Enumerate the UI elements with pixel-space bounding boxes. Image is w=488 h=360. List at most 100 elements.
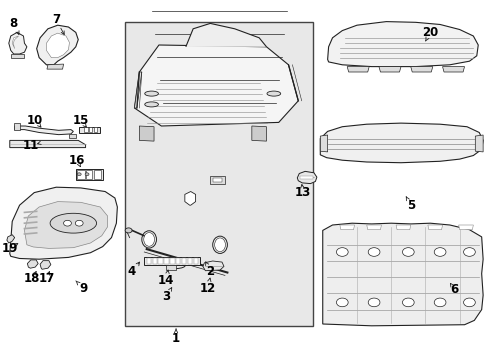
Polygon shape: [134, 72, 142, 108]
Polygon shape: [166, 265, 176, 270]
Polygon shape: [12, 36, 19, 49]
Bar: [212, 178, 222, 182]
Circle shape: [75, 220, 83, 226]
Text: 8: 8: [10, 17, 18, 30]
Ellipse shape: [142, 231, 156, 248]
Polygon shape: [299, 176, 312, 179]
Polygon shape: [395, 225, 410, 230]
Ellipse shape: [144, 102, 158, 107]
Polygon shape: [14, 123, 20, 130]
Ellipse shape: [266, 91, 280, 96]
Bar: [152, 258, 157, 264]
Polygon shape: [37, 25, 78, 65]
Bar: [210, 176, 224, 184]
Polygon shape: [9, 32, 27, 54]
Text: 17: 17: [38, 273, 55, 285]
Text: 13: 13: [294, 186, 311, 199]
Ellipse shape: [143, 233, 154, 246]
Circle shape: [336, 298, 347, 307]
Circle shape: [77, 173, 81, 176]
Polygon shape: [474, 135, 482, 152]
Polygon shape: [11, 54, 24, 58]
Circle shape: [367, 248, 379, 256]
Bar: [94, 170, 101, 179]
Circle shape: [125, 228, 132, 233]
Circle shape: [433, 298, 445, 307]
Polygon shape: [322, 223, 482, 326]
Text: 3: 3: [162, 291, 170, 303]
Polygon shape: [427, 225, 442, 230]
Text: 12: 12: [199, 282, 216, 294]
Polygon shape: [10, 187, 117, 259]
Text: 9: 9: [79, 282, 87, 294]
Polygon shape: [10, 140, 85, 148]
Bar: [89, 127, 92, 132]
Circle shape: [463, 248, 474, 256]
Ellipse shape: [166, 261, 185, 269]
Polygon shape: [346, 67, 368, 72]
Polygon shape: [327, 22, 477, 67]
Circle shape: [463, 298, 474, 307]
Polygon shape: [410, 67, 432, 72]
Ellipse shape: [50, 213, 96, 233]
Polygon shape: [27, 260, 38, 268]
Text: 5: 5: [406, 199, 414, 212]
Bar: [176, 258, 180, 264]
Polygon shape: [251, 126, 266, 141]
Bar: [170, 258, 174, 264]
Circle shape: [402, 248, 413, 256]
Text: 19: 19: [1, 242, 18, 255]
Polygon shape: [40, 261, 51, 269]
Bar: [76, 169, 102, 180]
Polygon shape: [378, 67, 400, 72]
Bar: [86, 170, 92, 179]
Text: 14: 14: [158, 274, 174, 287]
Polygon shape: [69, 134, 76, 138]
Polygon shape: [7, 235, 15, 243]
Polygon shape: [185, 23, 266, 47]
Text: 7: 7: [52, 13, 60, 26]
Bar: [164, 258, 168, 264]
Polygon shape: [46, 33, 69, 58]
Polygon shape: [15, 126, 73, 135]
Ellipse shape: [214, 238, 225, 252]
Text: 18: 18: [23, 273, 40, 285]
Polygon shape: [203, 261, 224, 271]
Text: 16: 16: [69, 154, 85, 167]
Polygon shape: [339, 225, 354, 230]
Ellipse shape: [144, 91, 158, 96]
Text: 11: 11: [22, 139, 39, 152]
Polygon shape: [184, 192, 195, 205]
Polygon shape: [47, 64, 63, 69]
Bar: [84, 127, 87, 132]
Text: 1: 1: [172, 332, 180, 345]
Polygon shape: [320, 135, 327, 152]
Polygon shape: [297, 171, 316, 184]
Ellipse shape: [212, 236, 227, 253]
Polygon shape: [24, 202, 107, 248]
Bar: [146, 258, 151, 264]
Polygon shape: [442, 67, 464, 72]
Circle shape: [63, 220, 71, 226]
Polygon shape: [139, 126, 154, 141]
Polygon shape: [134, 45, 298, 126]
Bar: [144, 257, 200, 265]
Circle shape: [367, 298, 379, 307]
Text: 10: 10: [27, 114, 43, 127]
Bar: [158, 258, 163, 264]
Circle shape: [402, 298, 413, 307]
Polygon shape: [458, 225, 472, 230]
Text: 15: 15: [72, 114, 89, 127]
Circle shape: [433, 248, 445, 256]
Polygon shape: [320, 123, 482, 163]
Polygon shape: [366, 225, 381, 230]
Bar: [79, 127, 100, 133]
Text: 2: 2: [206, 265, 214, 278]
Bar: [187, 258, 192, 264]
Bar: [94, 127, 97, 132]
Text: 6: 6: [450, 283, 458, 296]
Bar: [182, 258, 186, 264]
Bar: [193, 258, 198, 264]
Bar: [124, 22, 312, 326]
Circle shape: [336, 248, 347, 256]
